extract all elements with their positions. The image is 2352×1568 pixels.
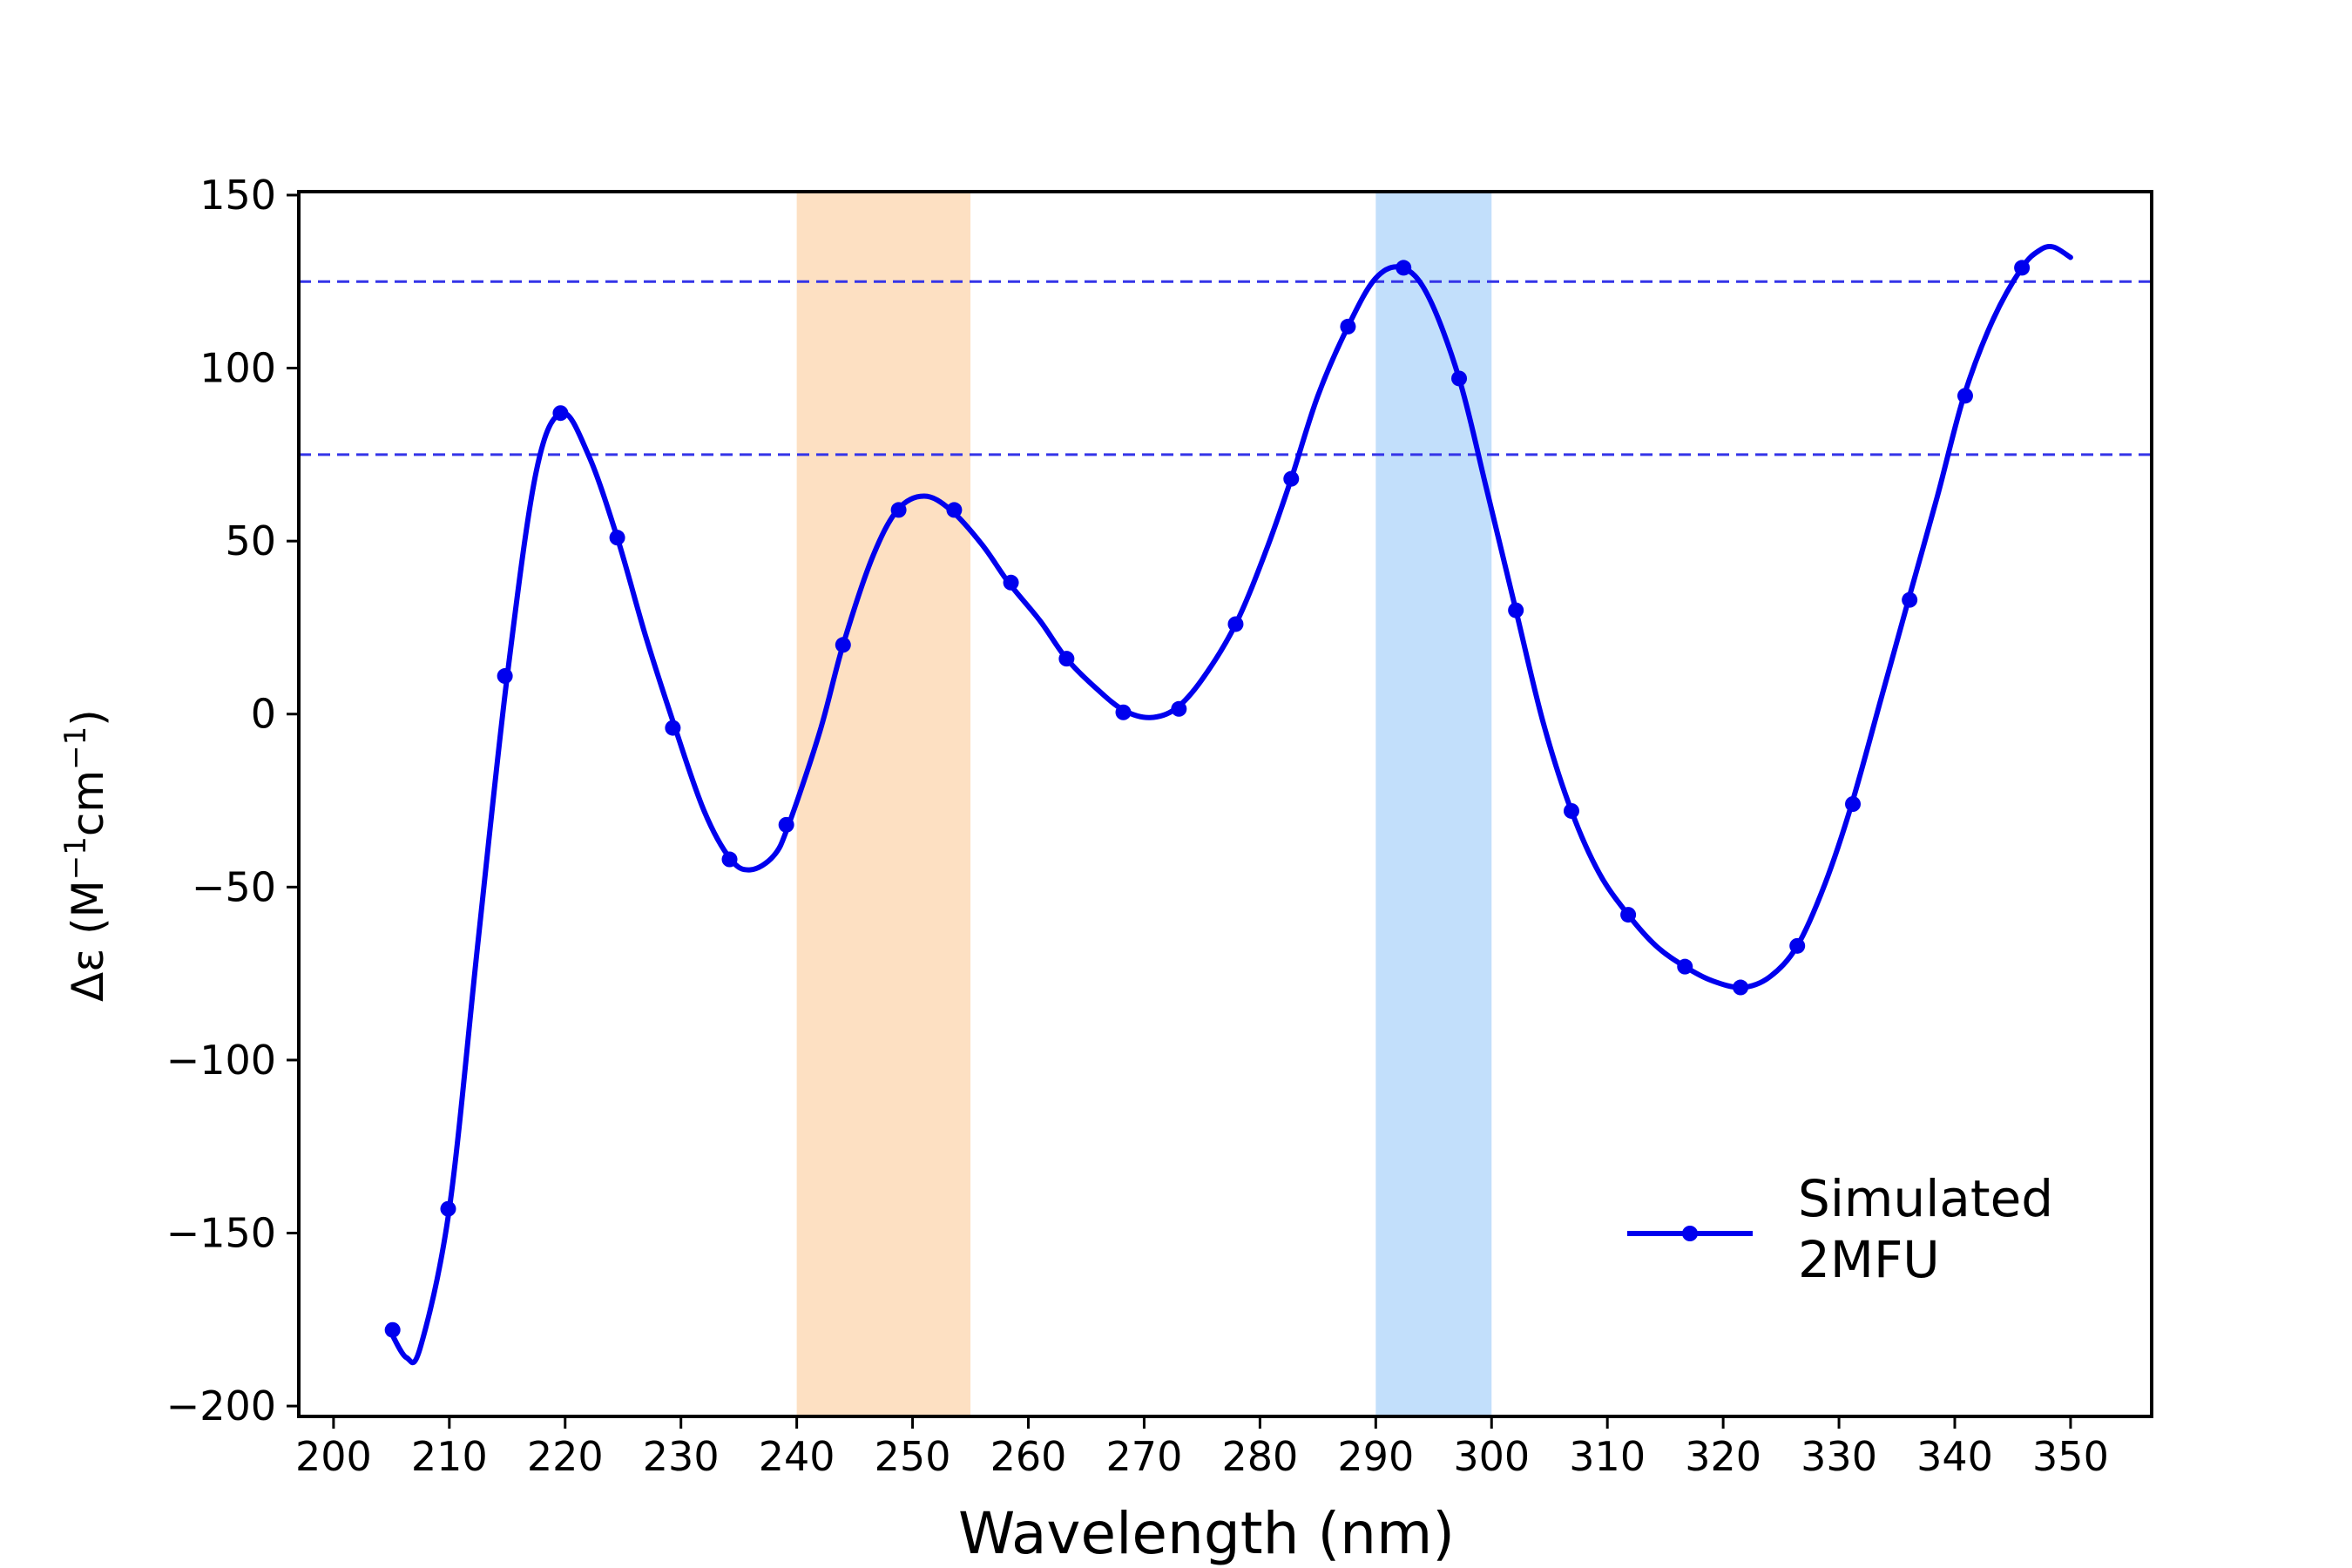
data-point-2 [497, 668, 513, 685]
data-point-26 [1845, 796, 1862, 812]
x-tick-label: 230 [643, 1433, 720, 1480]
y-tick-label: −100 [166, 1037, 276, 1084]
data-point-5 [665, 720, 681, 736]
x-tick-label: 220 [527, 1433, 604, 1480]
data-point-14 [1171, 700, 1187, 717]
data-point-1 [440, 1200, 456, 1217]
x-tick-label: 260 [990, 1433, 1067, 1480]
data-point-23 [1677, 958, 1693, 975]
data-point-13 [1115, 704, 1132, 720]
data-point-9 [890, 502, 907, 518]
data-point-12 [1058, 651, 1075, 667]
x-tick-label: 290 [1337, 1433, 1414, 1480]
data-point-11 [1003, 574, 1019, 591]
x-tick-label: 210 [411, 1433, 488, 1480]
shaded-regions [796, 192, 1492, 1416]
series-layer [384, 244, 2073, 1366]
data-point-19 [1451, 370, 1468, 387]
x-axis-ticks: 200 210 220 230 240 250 260 270 280 290 300 310 320 3… [295, 1416, 2109, 1480]
plot-area-frame [297, 190, 2153, 1418]
data-point-27 [1902, 591, 1918, 608]
legend-label-line-1: Simulated [1798, 1169, 2053, 1228]
shaded-region-0 [796, 192, 971, 1416]
x-tick-label: 240 [759, 1433, 835, 1480]
y-tick-label: −50 [192, 863, 276, 910]
x-tick-label: 340 [1916, 1433, 1993, 1480]
data-point-8 [835, 637, 851, 653]
x-tick-label: 200 [295, 1433, 372, 1480]
series-line-0 [389, 244, 2073, 1366]
data-point-10 [946, 502, 963, 518]
reference-lines [299, 280, 2152, 456]
data-point-6 [721, 851, 738, 868]
x-tick-label: 330 [1801, 1433, 1877, 1480]
x-tick-label: 350 [2032, 1433, 2109, 1480]
data-point-29 [2014, 260, 2031, 276]
data-point-15 [1227, 616, 1244, 632]
data-point-17 [1340, 318, 1356, 335]
data-point-18 [1396, 260, 1412, 276]
data-point-24 [1733, 979, 1749, 996]
y-axis-ticks: −200 −150 −100 −50 0 50 100 150 [166, 172, 299, 1429]
x-tick-label: 310 [1569, 1433, 1646, 1480]
legend: Simulated 2MFU [1627, 1169, 2053, 1289]
data-point-3 [552, 405, 569, 422]
data-point-7 [778, 816, 794, 833]
y-tick-label: 0 [251, 691, 276, 738]
x-tick-label: 300 [1453, 1433, 1530, 1480]
x-tick-label: 320 [1685, 1433, 1761, 1480]
data-point-28 [1957, 388, 1973, 404]
legend-marker-sample [1682, 1226, 1698, 1241]
y-axis-title: Δε (M−1cm−1) [58, 709, 113, 1002]
data-point-25 [1789, 937, 1806, 954]
data-point-16 [1283, 470, 1300, 487]
legend-label-line-2: 2MFU [1798, 1230, 1940, 1289]
y-tick-label: 150 [199, 172, 276, 219]
x-tick-label: 270 [1106, 1433, 1183, 1480]
data-point-22 [1620, 907, 1637, 923]
y-tick-label: −200 [166, 1382, 276, 1429]
x-axis-title: Wavelength (nm) [958, 1500, 1455, 1567]
x-tick-label: 250 [875, 1433, 951, 1480]
data-point-4 [609, 530, 625, 546]
y-tick-label: 100 [199, 345, 276, 392]
data-point-21 [1563, 802, 1579, 819]
y-tick-label: −150 [166, 1209, 276, 1256]
data-point-20 [1508, 602, 1524, 618]
shaded-region-1 [1375, 192, 1492, 1416]
data-point-0 [384, 1321, 401, 1338]
x-tick-label: 280 [1221, 1433, 1298, 1480]
y-tick-label: 50 [225, 517, 276, 564]
